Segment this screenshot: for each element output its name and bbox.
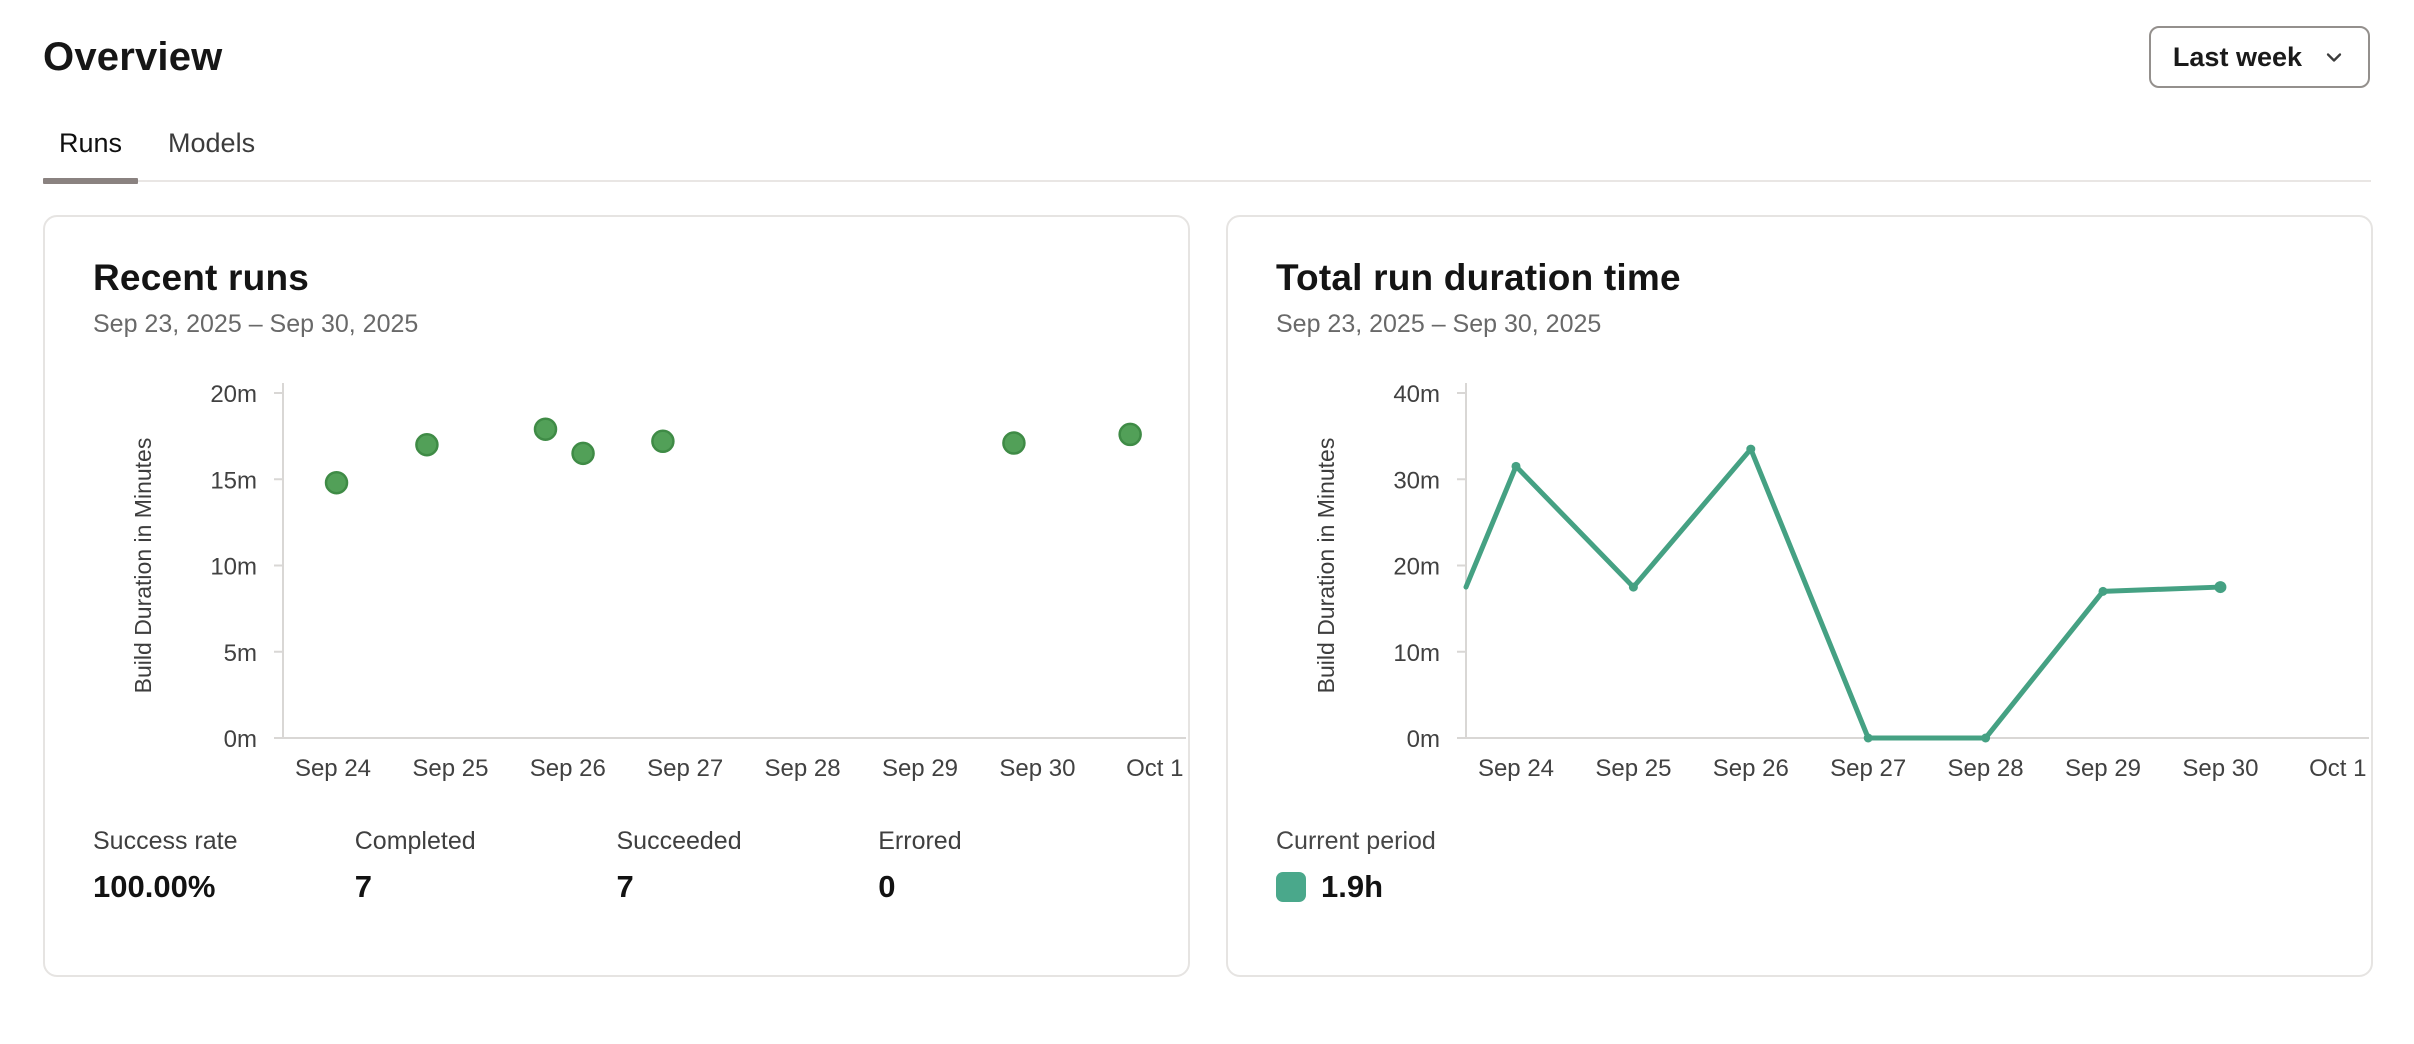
scatter-point[interactable] xyxy=(415,433,439,457)
legend-value: 1.9h xyxy=(1321,869,1384,904)
recent-runs-card: Recent runs Sep 23, 2025 – Sep 30, 2025 … xyxy=(43,215,1190,977)
line-point[interactable] xyxy=(2214,581,2227,594)
x-tick-label: Oct 1 xyxy=(1126,755,1183,782)
scatter-point[interactable] xyxy=(1002,431,1026,455)
y-axis-title: Build Duration in Minutes xyxy=(1313,438,1339,694)
period-selector-label: Last week xyxy=(2172,41,2302,72)
y-tick-label: 0m xyxy=(224,726,257,753)
stat-label: Success rate xyxy=(93,827,238,855)
y-tick-label: 15m xyxy=(210,467,257,494)
y-tick-label: 5m xyxy=(224,640,257,667)
line-point[interactable] xyxy=(2098,586,2108,596)
stat-label: Succeeded xyxy=(616,827,742,855)
scatter-point[interactable] xyxy=(571,441,595,466)
page-title: Overview xyxy=(43,34,223,79)
y-tick-label: 10m xyxy=(210,554,257,581)
x-tick-label: Sep 30 xyxy=(2182,755,2258,782)
legend-row: 1.9h xyxy=(1276,869,2323,905)
chart-legend: Current period 1.9h xyxy=(1276,827,2323,905)
card-title: Recent runs xyxy=(93,257,310,298)
scatter-point[interactable] xyxy=(651,429,675,454)
x-tick-label: Sep 28 xyxy=(1948,755,2024,782)
card-title: Total run duration time xyxy=(1276,257,1681,298)
x-tick-label: Sep 28 xyxy=(765,755,841,782)
cards-row: Recent runs Sep 23, 2025 – Sep 30, 2025 … xyxy=(0,215,2414,977)
y-axis-title: Build Duration in Minutes xyxy=(130,438,156,694)
chart-canvas: 0m 10m 20m 30m 40m Sep 24 Sep 25 Sep 26 Sep 27 Se… xyxy=(1313,381,2369,782)
stat-succeeded: Succeeded 7 xyxy=(617,827,879,905)
period-selector[interactable]: Last week xyxy=(2148,26,2370,88)
tab-bar: Runs Models xyxy=(43,128,2371,184)
line-point[interactable] xyxy=(1511,461,1521,471)
scatter-point[interactable] xyxy=(324,470,349,495)
x-tick-label: Sep 30 xyxy=(999,755,1075,782)
duration-card: Total run duration time Sep 23, 2025 – S… xyxy=(1226,215,2373,977)
x-tick-label: Sep 25 xyxy=(412,755,488,782)
stat-success-rate: Success rate 100.00% xyxy=(93,827,355,905)
stat-label: Errored xyxy=(878,827,962,855)
duration-line xyxy=(1463,446,2223,741)
x-tick-label: Sep 24 xyxy=(295,755,371,782)
scatter-point[interactable] xyxy=(533,417,558,441)
x-tick-label: Sep 27 xyxy=(1830,755,1906,782)
y-tick-label: 40m xyxy=(1393,381,1440,408)
y-tick-label: 0m xyxy=(1407,726,1440,753)
y-tick-label: 20m xyxy=(1393,554,1440,581)
x-tick-label: Sep 25 xyxy=(1595,755,1671,782)
stat-label: Completed xyxy=(354,827,476,855)
stat-value: 100.00% xyxy=(93,869,216,904)
x-tick-label: Sep 26 xyxy=(1713,755,1789,782)
line-point[interactable] xyxy=(1746,444,1756,454)
chart-canvas: 0m 5m 10m 15m 20m Sep 24 Sep 25 Sep 26 Sep 27 Sep… xyxy=(130,381,1186,782)
stat-value: 7 xyxy=(616,869,634,904)
y-tick-label: 10m xyxy=(1393,640,1440,667)
card-date-range: Sep 23, 2025 – Sep 30, 2025 xyxy=(1276,310,1602,338)
recent-runs-chart: 0m 5m 10m 15m 20m Sep 24 Sep 25 Sep 26 Sep 27 Sep… xyxy=(93,373,1186,805)
line-point[interactable] xyxy=(1981,733,1991,743)
chevron-down-icon xyxy=(2322,45,2346,69)
stat-errored: Errored 0 xyxy=(878,827,1140,905)
tab-runs[interactable]: Runs xyxy=(43,128,139,184)
y-tick-label: 20m xyxy=(210,381,257,408)
y-tick-label: 30m xyxy=(1393,467,1440,494)
stat-completed: Completed 7 xyxy=(355,827,617,905)
x-tick-label: Sep 26 xyxy=(530,755,606,782)
stat-value: 7 xyxy=(354,869,372,904)
x-tick-label: Sep 29 xyxy=(882,755,958,782)
duration-chart: 0m 10m 20m 30m 40m Sep 24 Sep 25 Sep 26 Sep 27 Se… xyxy=(1276,373,2369,805)
legend-label: Current period xyxy=(1276,827,1436,855)
x-tick-label: Sep 27 xyxy=(647,755,723,782)
stat-value: 0 xyxy=(878,869,896,904)
legend-swatch xyxy=(1276,872,1306,902)
tab-models[interactable]: Models xyxy=(168,128,256,158)
x-tick-label: Oct 1 xyxy=(2309,755,2366,782)
card-date-range: Sep 23, 2025 – Sep 30, 2025 xyxy=(93,310,419,338)
page-header: Overview Last week xyxy=(0,0,2414,88)
line-point[interactable] xyxy=(1863,733,1873,743)
x-tick-label: Sep 29 xyxy=(2065,755,2141,782)
line-point[interactable] xyxy=(1628,582,1638,592)
x-tick-label: Sep 24 xyxy=(1478,755,1554,782)
stats-row: Success rate 100.00% Completed 7 Succeed… xyxy=(93,827,1140,905)
scatter-point[interactable] xyxy=(1118,422,1142,447)
